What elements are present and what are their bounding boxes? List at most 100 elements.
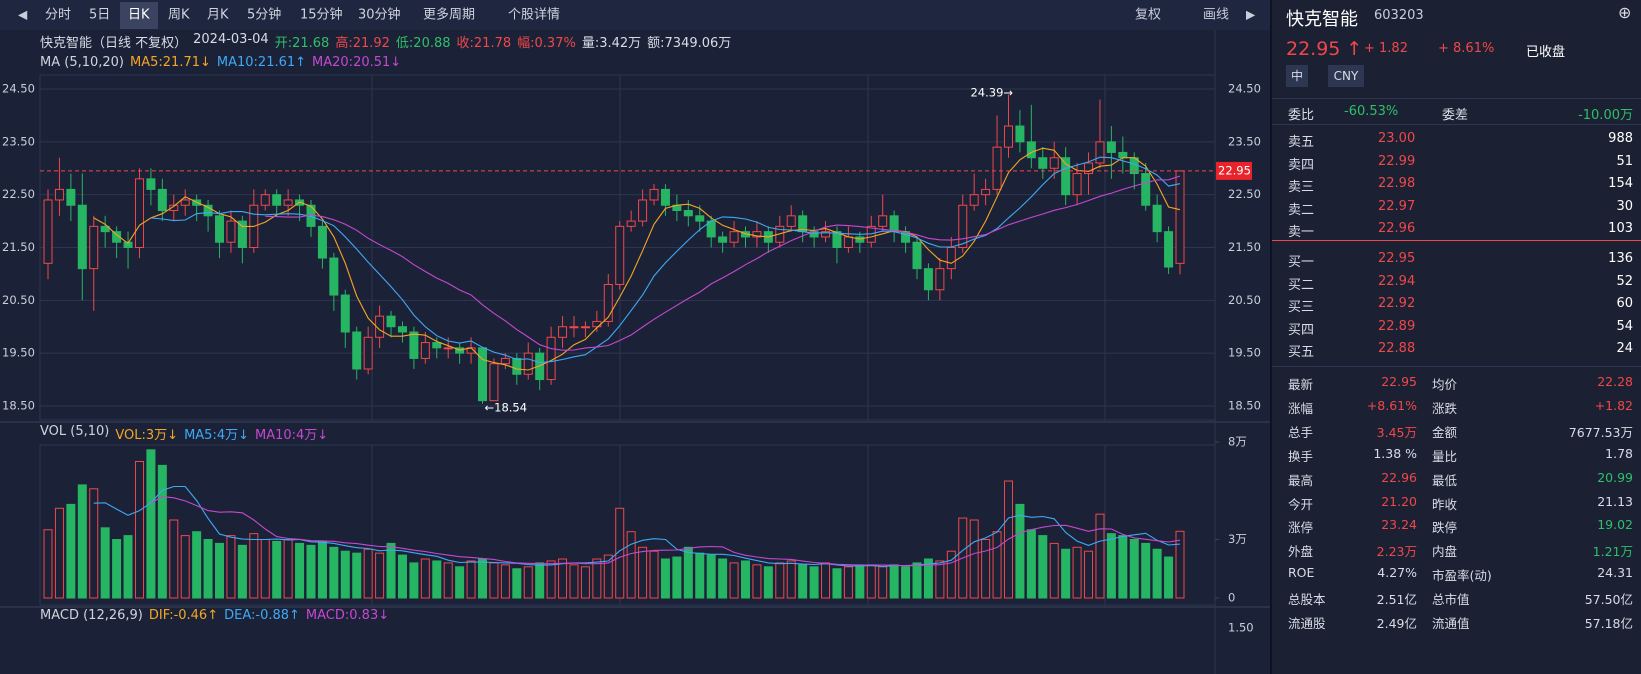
y-tick-label: 18.50 — [1228, 398, 1261, 412]
stat-label: 总手 — [1288, 424, 1314, 440]
y-tick-label: 23.50 — [1228, 134, 1261, 148]
candle-body — [386, 315, 396, 328]
legend-item: VOL:3万↓ — [115, 428, 179, 443]
candle-body — [1106, 141, 1116, 153]
volume-bar — [489, 562, 499, 599]
legend-item: 收:21.78 — [456, 36, 512, 51]
book-volume: 154 — [1608, 176, 1633, 191]
candle-body — [1095, 141, 1105, 164]
price: 22.95 ↑ — [1286, 38, 1363, 60]
status: 已收盘 — [1526, 45, 1566, 60]
y-tick-label: 19.50 — [2, 346, 35, 360]
book-price: 22.92 — [1378, 296, 1416, 311]
legend-item: VOL (5,10) — [40, 424, 110, 439]
volume-bar — [226, 535, 236, 599]
book-volume: 54 — [1616, 318, 1633, 334]
legend-item: MA20:20.51↓ — [312, 55, 402, 70]
book-volume: 24 — [1616, 341, 1633, 356]
candle-body — [1175, 170, 1185, 264]
volume-bar — [512, 568, 522, 599]
stat-value: 57.18亿 — [1584, 616, 1633, 631]
volume-bar — [420, 558, 430, 599]
candle-body — [169, 204, 179, 212]
stat-label: 最新 — [1288, 377, 1314, 392]
volume-bar — [1141, 542, 1151, 599]
candle-body — [683, 210, 693, 217]
stock-name: 快克智能 — [1286, 9, 1358, 30]
volume-bar — [329, 546, 339, 599]
candle-body — [489, 363, 499, 402]
book-level: 卖二 — [1288, 202, 1315, 218]
volume-bar — [203, 539, 213, 599]
book-price: 22.98 — [1378, 176, 1416, 191]
change: + 1.82 — [1364, 41, 1408, 56]
add-button[interactable]: ⊕ — [1618, 3, 1632, 22]
legend-item: MA5:21.71↓ — [130, 55, 211, 70]
book-price: 22.96 — [1378, 221, 1416, 236]
candle-body — [1015, 125, 1025, 143]
ma20-line — [265, 175, 1181, 351]
book-level: 买二 — [1288, 277, 1315, 293]
volume-bar — [523, 566, 533, 599]
legend-item: DIF:-0.46↑ — [148, 608, 219, 623]
toolbar — [0, 0, 1270, 30]
legend-row: MACD (12,26,9) DIF:-0.46↑ DEA:-0.88↑ MACD:0… — [40, 608, 389, 623]
candle-body — [409, 331, 419, 359]
book-volume: 988 — [1608, 131, 1633, 146]
period-tab: 更多周期 — [423, 7, 475, 23]
volume-bar — [569, 564, 579, 599]
volume-bar — [375, 552, 385, 599]
volume-bar — [283, 539, 293, 599]
book-volume: 60 — [1616, 296, 1633, 311]
candle-body — [237, 220, 247, 249]
stat-label: 今开 — [1288, 496, 1314, 512]
candle-body — [752, 231, 762, 238]
y-tick-label: 22.50 — [1228, 187, 1261, 201]
volume-bar — [466, 560, 476, 599]
stat-value: 2.49亿 — [1376, 616, 1417, 631]
candle-body — [958, 204, 968, 248]
volume-bar — [752, 564, 762, 599]
stat-value: 24.31 — [1597, 565, 1633, 581]
volume-bar — [192, 531, 202, 599]
candle-body — [1061, 157, 1071, 196]
volume-bar — [306, 544, 316, 599]
candle-body — [660, 188, 670, 206]
legend-item: 额:7349.06万 — [647, 36, 732, 51]
candle-body — [923, 268, 933, 291]
volume-bar — [1038, 535, 1048, 599]
stat-value: 57.50亿 — [1584, 592, 1633, 608]
candle-body — [580, 326, 590, 329]
y-tick-label: 20.50 — [2, 293, 35, 307]
volume-bar — [809, 566, 819, 599]
volume-bar — [112, 539, 122, 599]
volume-bar — [215, 542, 225, 599]
candle-body — [375, 315, 385, 338]
book-volume: 30 — [1616, 198, 1633, 214]
volume-bar — [535, 562, 545, 599]
stat-label: 流通股 — [1288, 616, 1326, 631]
legend-item: MA10:4万↓ — [255, 428, 329, 443]
candle-body — [592, 320, 602, 328]
candle-body — [272, 194, 282, 206]
stat-label: 涨跌 — [1432, 400, 1458, 416]
candle-body — [821, 231, 831, 238]
volume-bar — [397, 554, 407, 599]
volume-bar — [157, 464, 167, 599]
volume-bar — [386, 542, 396, 599]
volume-bar — [649, 550, 659, 599]
candle-body — [729, 231, 739, 243]
candle-body — [317, 225, 327, 259]
volume-bar — [889, 564, 899, 599]
candle-body — [134, 178, 144, 248]
y-tick-label: 21.50 — [2, 240, 35, 254]
stat-value: 19.02 — [1597, 517, 1633, 533]
volume-bar — [763, 566, 773, 599]
candle-body — [397, 326, 407, 333]
volume-bar — [878, 566, 888, 599]
period-tab: 周K — [168, 8, 190, 23]
book-level: 买五 — [1288, 345, 1315, 360]
candle-body — [912, 241, 922, 270]
candle-body — [340, 294, 350, 333]
volume-bar — [455, 566, 465, 599]
